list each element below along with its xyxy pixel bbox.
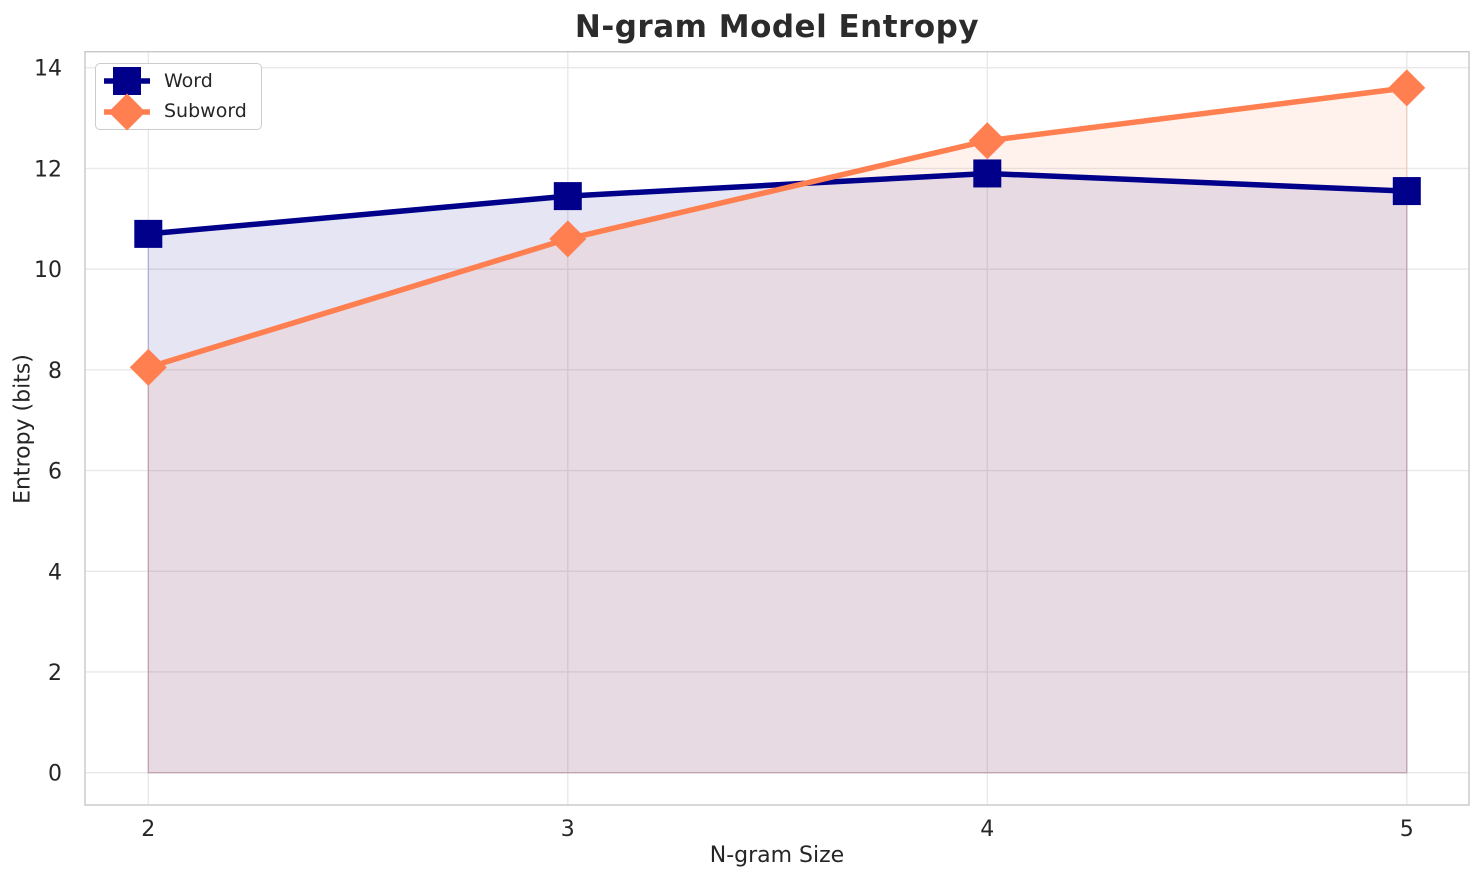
marker-subword-x2 — [129, 348, 167, 386]
series-line-subword — [147, 85, 1408, 370]
legend: Word Subword — [95, 63, 262, 131]
y-tick-label-2: 2 — [48, 661, 62, 686]
x-tick-label-3: 3 — [561, 817, 575, 842]
x-tick-label-4: 4 — [980, 817, 994, 842]
subword-series-marker-icon — [104, 93, 150, 131]
legend-label-word: Word — [164, 69, 213, 92]
legend-item-word: Word — [101, 66, 253, 96]
series-line-word — [148, 170, 1407, 237]
legend-label-subword: Subword — [164, 100, 247, 123]
y-tick-label-14: 14 — [34, 57, 62, 82]
plot-border — [84, 51, 1470, 806]
y-tick-label-12: 12 — [34, 157, 62, 182]
marker-word-x5 — [1392, 177, 1421, 206]
marker-subword-x4 — [968, 122, 1006, 160]
marker-word-x3 — [553, 182, 582, 211]
x-tick-label-2: 2 — [141, 817, 155, 842]
marker-subword-x5 — [1388, 69, 1426, 107]
marker-subword-x3 — [549, 220, 587, 258]
x-tick-label-5: 5 — [1400, 817, 1414, 842]
subword-legend-diamond-icon — [108, 93, 146, 131]
word-series-marker-icon — [104, 67, 150, 96]
y-tick-label-0: 0 — [48, 762, 62, 787]
y-tick-label-4: 4 — [48, 560, 62, 585]
marker-word-x2 — [134, 219, 163, 248]
legend-item-subword: Subword — [101, 93, 253, 131]
x-axis-label: N-gram Size — [709, 843, 845, 868]
y-tick-label-8: 8 — [48, 359, 62, 384]
marker-word-x4 — [973, 159, 1002, 188]
y-tick-label-10: 10 — [34, 258, 62, 283]
y-axis-label: Entropy (bits) — [10, 354, 36, 504]
word-legend-square-icon — [113, 67, 141, 96]
y-tick-label-6: 6 — [48, 460, 62, 485]
chart-title: N-gram Model Entropy — [574, 9, 980, 45]
